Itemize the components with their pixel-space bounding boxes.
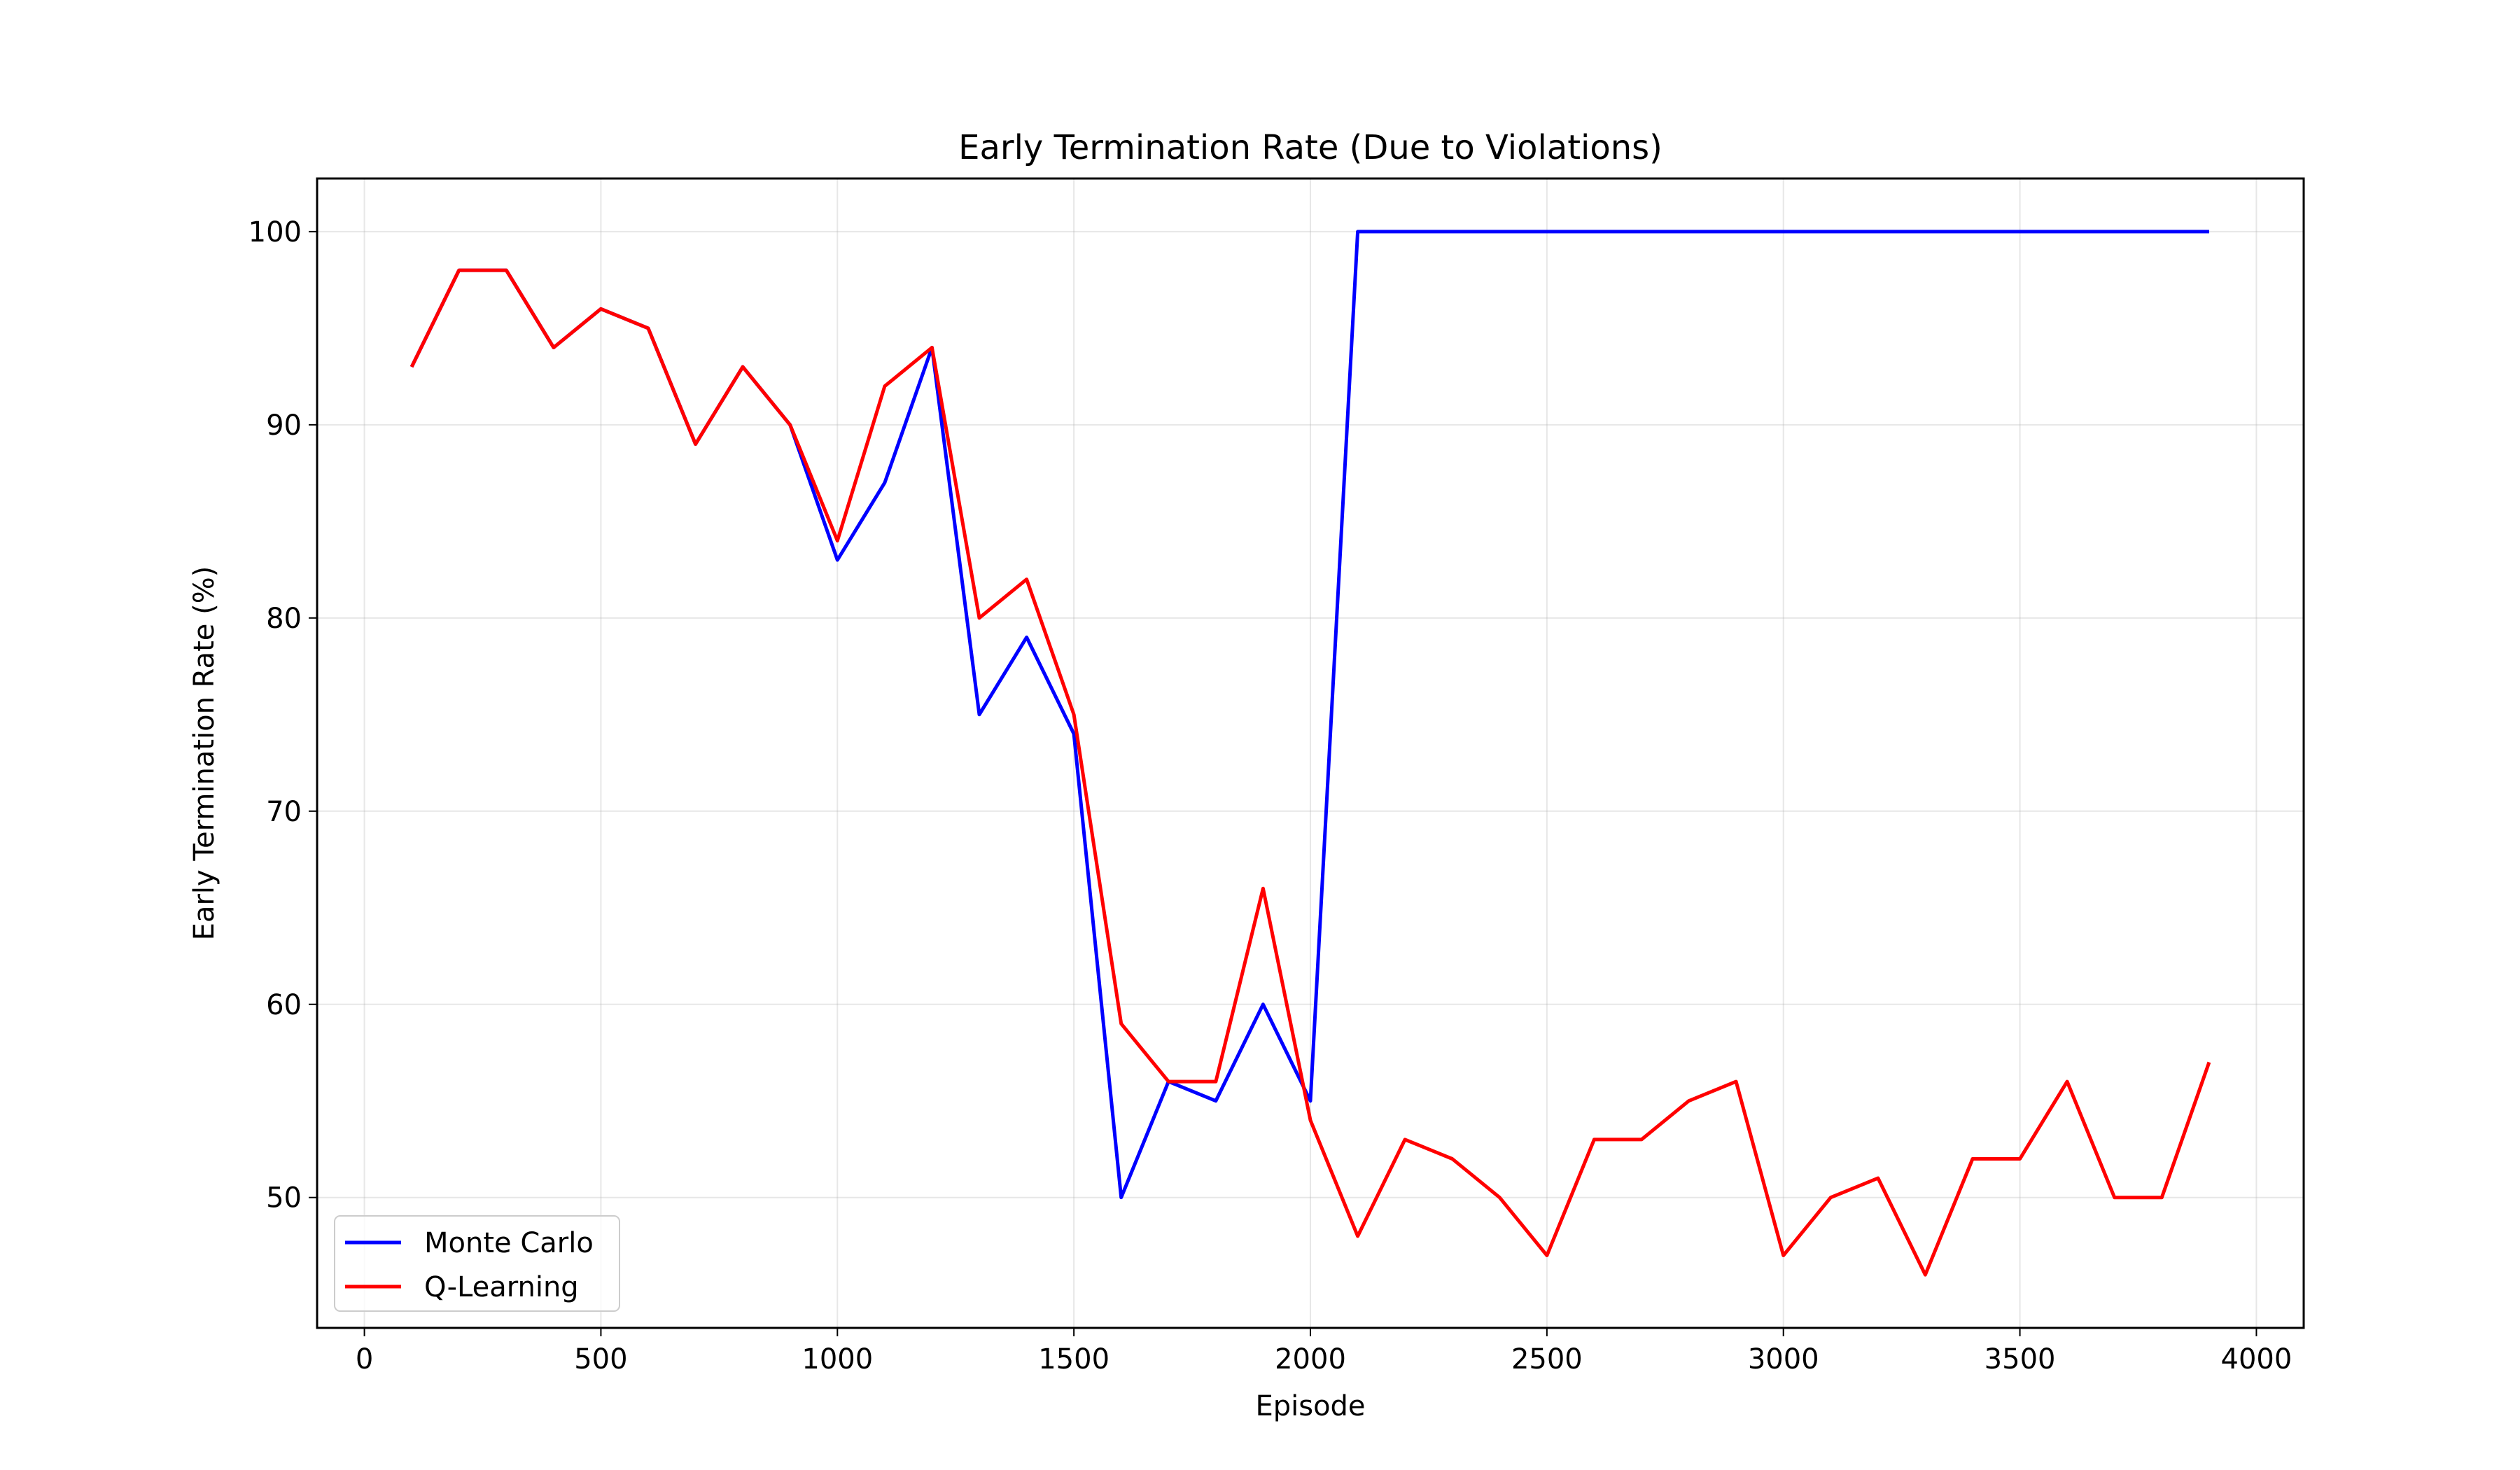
legend-label-monte-carlo: Monte Carlo — [424, 1227, 594, 1259]
series-layer — [410, 230, 2211, 1277]
y-tick-label: 100 — [248, 216, 302, 248]
x-tick-label: 1500 — [1038, 1343, 1110, 1376]
y-tick-label: 60 — [266, 989, 302, 1021]
legend-label-q-learning: Q-Learning — [424, 1271, 579, 1303]
x-tick-label: 2000 — [1275, 1343, 1346, 1376]
legend-box — [334, 1215, 620, 1312]
legend: Monte Carlo Q-Learning — [334, 1215, 620, 1312]
x-tick-label: 4000 — [2221, 1343, 2292, 1376]
y-tick-label: 50 — [266, 1182, 302, 1214]
x-tick-label: 0 — [356, 1343, 373, 1376]
y-tick-label: 80 — [266, 603, 302, 635]
grid-layer — [317, 178, 2304, 1328]
x-tick-label: 500 — [574, 1343, 627, 1376]
chart-title: Early Termination Rate (Due to Violation… — [958, 128, 1662, 167]
x-axis-title: Episode — [1255, 1390, 1365, 1422]
y-tick-label: 90 — [266, 410, 302, 442]
x-tick-label: 2500 — [1511, 1343, 1583, 1376]
y-tick-label: 70 — [266, 796, 302, 828]
x-tick-label: 3000 — [1748, 1343, 1819, 1376]
y-axis-title: Early Termination Rate (%) — [188, 566, 220, 941]
x-tick-label: 1000 — [802, 1343, 873, 1376]
tick-layer: 0 500 1000 1500 2000 2500 3000 3500 4000 50 60 70 80… — [248, 216, 2292, 1376]
series-line-q-learning — [410, 268, 2211, 1277]
x-tick-label: 3500 — [1984, 1343, 2056, 1376]
